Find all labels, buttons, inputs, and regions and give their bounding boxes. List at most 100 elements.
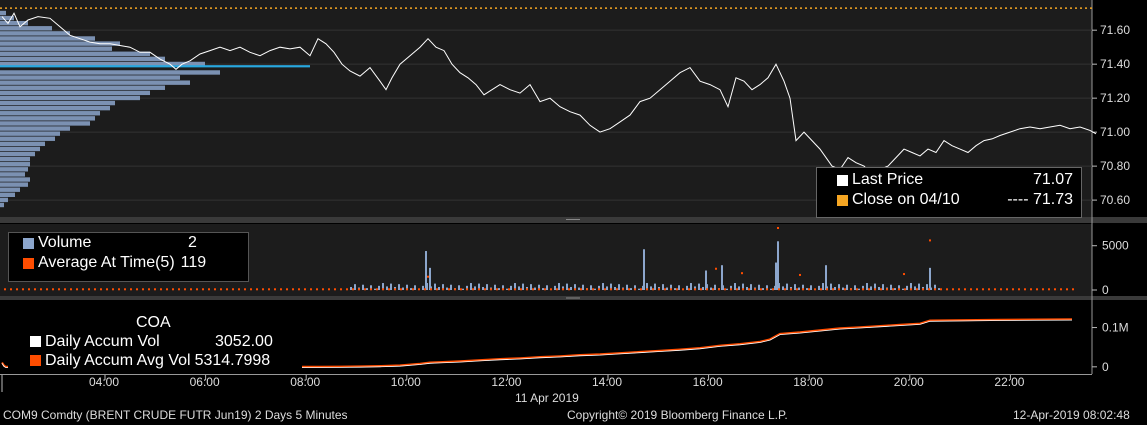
volume-bar	[766, 285, 768, 290]
average-dot	[28, 288, 30, 291]
volume-bar	[898, 285, 900, 290]
x-tick-label: 12:00	[491, 375, 521, 389]
average-dot	[466, 288, 468, 291]
average-dot	[1024, 288, 1026, 291]
average-dot	[568, 288, 570, 291]
average-dot	[832, 288, 834, 291]
average-dot	[232, 288, 234, 291]
average-dot	[982, 288, 984, 291]
average-dot	[856, 288, 858, 291]
volume-bar	[510, 285, 512, 290]
volume-profile-bar	[0, 51, 150, 56]
volume-bar	[710, 287, 712, 290]
footer-security: COM9 Comdty (BRENT CRUDE FUTR Jun19) 2 D…	[3, 408, 348, 422]
average-dot	[682, 288, 684, 291]
average-dot	[934, 288, 936, 291]
price-legend: Last Price 71.07 Close on 04/10 ---- 71.…	[816, 167, 1082, 218]
volume-bar	[734, 283, 736, 290]
average-dot	[406, 288, 408, 291]
average-dot	[370, 288, 372, 291]
volume-profile-bar	[0, 65, 310, 68]
average-dot	[46, 288, 48, 291]
average-dot	[484, 288, 486, 291]
volume-bar	[858, 288, 860, 290]
volume-bar	[866, 283, 868, 290]
accum-title: COA	[136, 314, 171, 331]
average-dot	[184, 288, 186, 291]
volume-bar	[582, 284, 584, 290]
price-y-tick-label: 71.60	[1100, 23, 1130, 37]
average-dot	[658, 288, 660, 291]
average-dot	[520, 288, 522, 291]
average-dot	[814, 288, 816, 291]
average-dot	[748, 288, 750, 291]
volume-profile-bar	[0, 61, 205, 67]
average-dot	[616, 288, 618, 291]
volume-bar	[450, 284, 452, 290]
volume-bar	[910, 283, 912, 290]
average-dot	[502, 288, 504, 291]
volume-bar	[662, 284, 664, 290]
volume-profile-bar	[0, 26, 52, 31]
average-dot	[826, 288, 828, 291]
volume-bar	[638, 288, 640, 290]
average-dot	[646, 288, 648, 291]
average-dot	[130, 288, 132, 291]
average-dot	[172, 288, 174, 291]
volume-bar	[574, 284, 576, 290]
average-dot	[1060, 288, 1062, 291]
volume-bar	[906, 285, 908, 290]
close-swatch	[837, 194, 848, 206]
average-dot	[244, 288, 246, 291]
volume-profile-bar	[0, 202, 4, 208]
average-dot	[436, 288, 438, 291]
volume-bar	[842, 287, 844, 290]
average-dot	[718, 288, 720, 291]
average-dot	[940, 288, 942, 291]
average-dot	[1012, 288, 1014, 291]
average-dot	[430, 288, 432, 291]
legend-accum-vol-label: Daily Accum Vol	[45, 333, 160, 350]
x-tick-label: 10:00	[391, 375, 421, 389]
volume-bar	[890, 284, 892, 290]
average-dot	[64, 288, 66, 291]
average-dot	[850, 288, 852, 291]
average-dot	[802, 288, 804, 291]
average-dot	[838, 288, 840, 291]
average-dot	[784, 288, 786, 291]
price-y-tick-label: 71.40	[1100, 57, 1130, 71]
volume-bar	[878, 286, 880, 290]
volume-bar	[474, 286, 476, 290]
average-dot	[358, 288, 360, 291]
volume-bar	[786, 283, 788, 290]
volume-bar	[798, 287, 800, 290]
volume-bar	[914, 286, 916, 290]
average-dot	[136, 288, 138, 291]
average-dot	[952, 288, 954, 291]
volume-profile-bar	[0, 105, 110, 111]
volume-profile-bar	[0, 56, 165, 62]
volume-bar	[486, 284, 488, 290]
average-dot	[274, 288, 276, 291]
volume-bar	[386, 286, 388, 290]
volume-bar	[730, 285, 732, 290]
volume-profile-bar	[0, 116, 95, 121]
average-dot	[178, 288, 180, 291]
volume-bar	[594, 288, 596, 290]
average-dot	[16, 288, 18, 291]
volume-bar	[806, 288, 808, 290]
average-dot	[394, 288, 396, 291]
volume-profile-bar	[0, 85, 165, 90]
volume-bar	[626, 284, 628, 290]
average-dot	[880, 288, 882, 291]
average-dot	[34, 288, 36, 291]
average-dot	[1006, 288, 1008, 291]
average-dot	[676, 288, 678, 291]
average-dot	[970, 288, 972, 291]
legend-accum-avg-value: 5314.7998	[194, 352, 271, 369]
average-dot	[742, 288, 744, 291]
average-dot	[610, 288, 612, 291]
average-dot	[124, 288, 126, 291]
volume-spike-bar	[721, 265, 723, 290]
volume-bar	[870, 286, 872, 290]
